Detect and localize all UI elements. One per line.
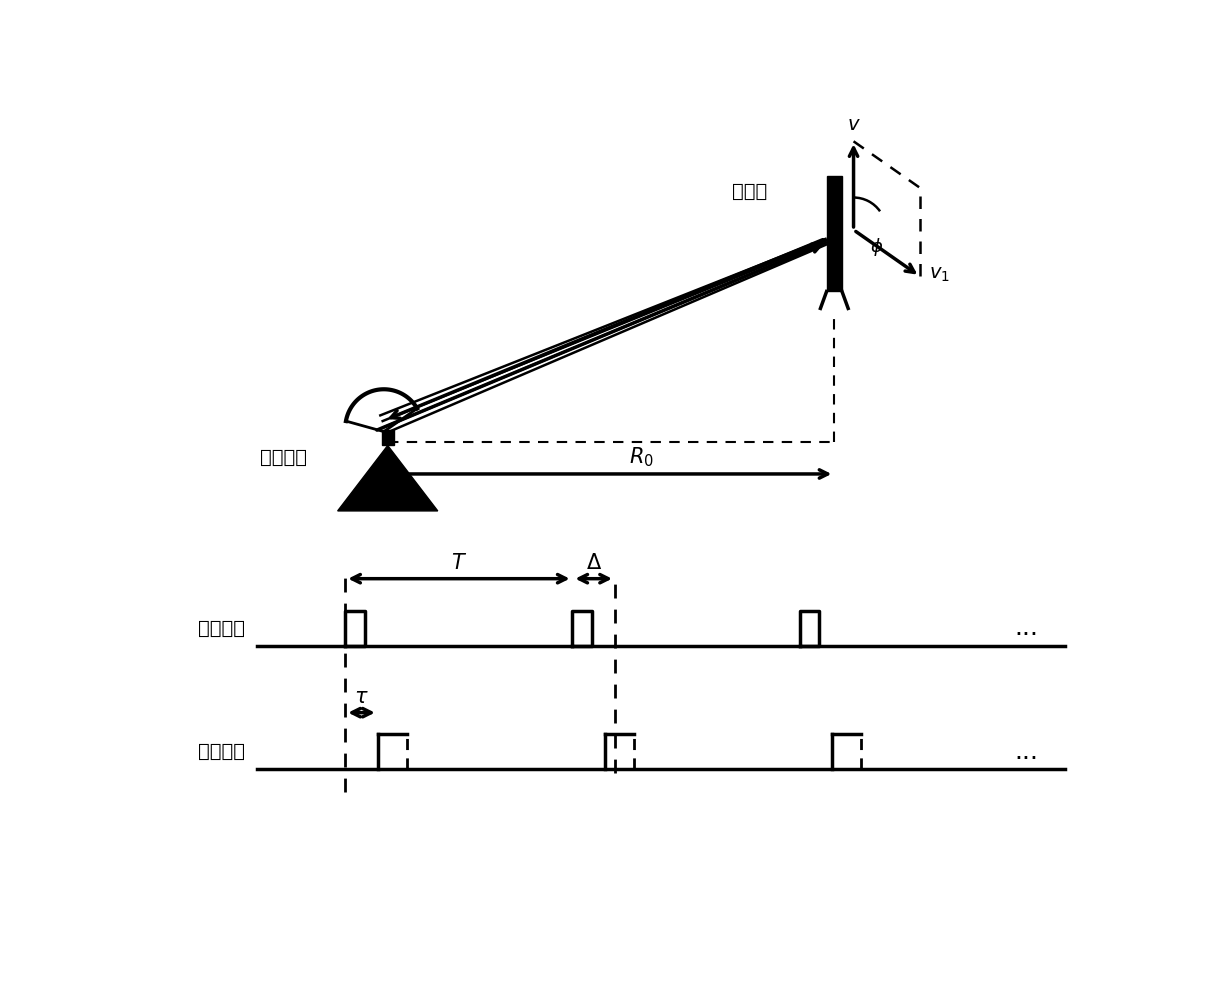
Polygon shape [827,176,842,291]
Text: ...: ... [1015,617,1039,641]
Text: 动目标: 动目标 [732,182,767,201]
Text: $\tau$: $\tau$ [354,688,369,708]
Text: 发射脉冲: 发射脉冲 [198,619,246,638]
Text: ...: ... [1015,740,1039,763]
Text: $\Delta$: $\Delta$ [585,553,602,573]
Text: 地面雷达: 地面雷达 [261,447,307,466]
Text: $\phi$: $\phi$ [870,237,884,258]
Polygon shape [338,445,438,511]
Text: 接收脉冲: 接收脉冲 [198,743,246,761]
Text: $R_0$: $R_0$ [629,445,654,469]
Text: $v$: $v$ [847,115,860,134]
Text: $T$: $T$ [451,553,467,573]
Text: $v_1$: $v_1$ [929,265,950,284]
Polygon shape [381,430,393,445]
